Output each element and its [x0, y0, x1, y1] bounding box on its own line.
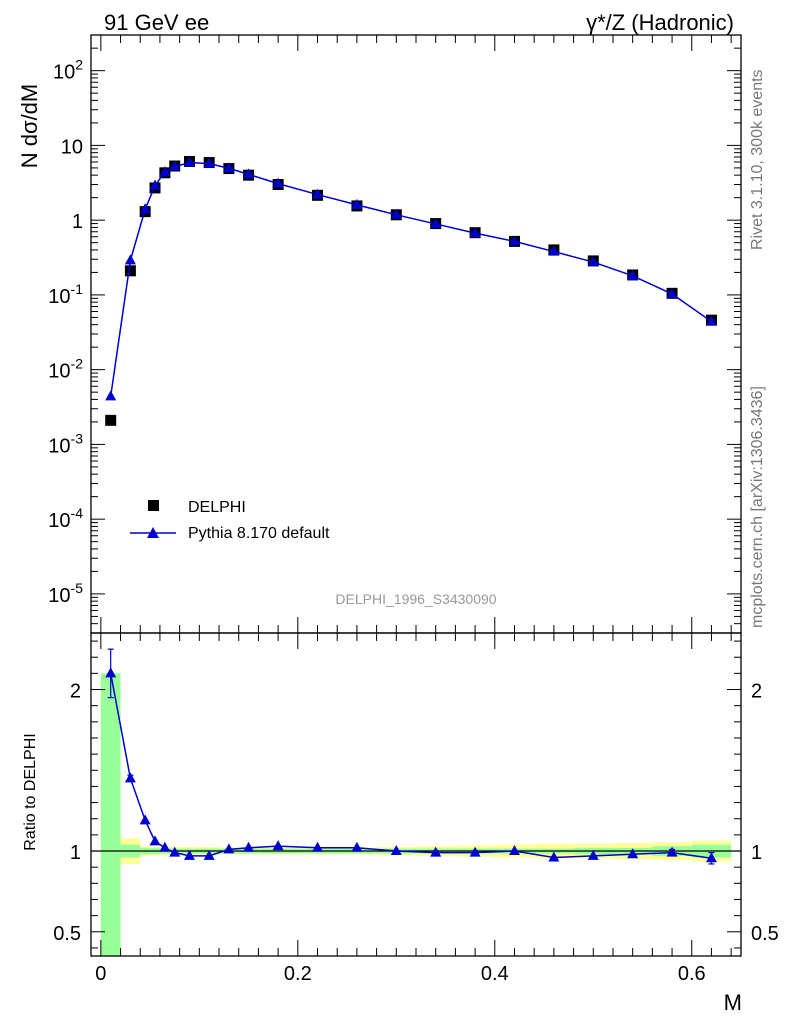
- pythia-point: [430, 217, 442, 228]
- band-stat: [100, 673, 121, 956]
- ratio-y-tick-label-left: 1: [70, 842, 81, 864]
- pythia-point: [139, 203, 151, 214]
- pythia-point: [124, 254, 136, 265]
- analysis-id: DELPHI_1996_S3430090: [335, 591, 496, 607]
- ratio-y-tick-label-right: 2: [751, 681, 762, 703]
- x-axis-title: M: [724, 990, 742, 1015]
- legend: DELPHI Pythia 8.170 default: [130, 499, 330, 542]
- x-tick-label: 0.2: [284, 963, 312, 985]
- ratio-point: [183, 849, 195, 860]
- y-tick-label: 10-1: [48, 281, 83, 308]
- axes: 102 10 1 10-1 10-2 10-3 10-4 10-5 0 0.2 0.4 0.6 0.5 0…: [48, 34, 779, 985]
- y-axis-title-bottom: Ratio to DELPHI: [22, 733, 39, 850]
- ratio-point: [508, 845, 520, 856]
- x-tick-label: 0.4: [481, 963, 509, 985]
- pythia-point: [169, 160, 181, 171]
- main-series: [105, 155, 717, 426]
- pythia-point: [312, 188, 324, 199]
- x-tick-label: 0.6: [678, 963, 706, 985]
- pythia-point: [223, 162, 235, 173]
- pythia-line: [109, 161, 712, 397]
- ratio-point: [272, 840, 284, 851]
- delphi-point: [124, 265, 136, 277]
- ratio-point: [351, 841, 363, 852]
- pythia-point: [390, 208, 402, 219]
- pythia-point: [272, 177, 284, 188]
- top-frame: [90, 34, 742, 634]
- pythia-point: [203, 157, 215, 168]
- pythia-point: [548, 245, 560, 256]
- ratio-point: [149, 835, 161, 846]
- y-tick-label: 1: [72, 211, 83, 233]
- x-tick-label: 0: [95, 963, 106, 985]
- ratio-point: [105, 667, 117, 678]
- ratio-point: [159, 841, 171, 852]
- pythia-point: [508, 235, 520, 246]
- pythia-point: [666, 287, 678, 298]
- y-tick-label: 10-3: [48, 430, 83, 457]
- pythia-point: [183, 156, 195, 167]
- legend-marker-delphi: [148, 500, 159, 511]
- ratio-point: [390, 845, 402, 856]
- bottom-frame: [90, 632, 742, 957]
- legend-marker-pythia: [147, 527, 159, 538]
- pythia-point: [243, 168, 255, 179]
- pythia-point: [149, 179, 161, 190]
- y-tick-label: 10-4: [48, 505, 83, 532]
- y-axis-title-top: N dσ/dM: [17, 84, 42, 169]
- y-tick-label: 10: [61, 136, 83, 158]
- ratio-point: [469, 846, 481, 857]
- ratio-series: [105, 648, 717, 865]
- mcplots-label: mcplots.cern.ch [arXiv:1306.3436]: [749, 386, 766, 628]
- ratio-point: [705, 852, 717, 863]
- ratio-uncertainty-bands: [91, 673, 741, 956]
- pythia-point: [159, 166, 171, 177]
- pythia-point: [105, 390, 117, 401]
- pythia-point: [587, 256, 599, 267]
- ratio-point: [587, 849, 599, 860]
- rivet-label: Rivet 3.1.10, 300k events: [749, 69, 766, 250]
- ratio-point: [430, 846, 442, 857]
- ratio-point: [139, 814, 151, 825]
- ratio-y-tick-label-right: 1: [751, 842, 762, 864]
- legend-label-pythia: Pythia 8.170 default: [188, 525, 330, 542]
- pythia-point: [469, 227, 481, 238]
- pythia-point: [351, 198, 363, 209]
- y-tick-label: 10-5: [48, 580, 83, 607]
- ratio-point: [312, 841, 324, 852]
- ratio-point: [169, 846, 181, 857]
- ratio-line: [109, 673, 712, 860]
- delphi-point: [105, 414, 117, 426]
- ratio-y-tick-label-left: 0.5: [53, 923, 81, 945]
- ratio-point: [666, 846, 678, 857]
- ratio-y-tick-label-right: 0.5: [751, 923, 779, 945]
- ratio-point: [243, 841, 255, 852]
- legend-label-delphi: DELPHI: [188, 499, 246, 516]
- ratio-point: [627, 848, 639, 859]
- y-tick-label: 10-2: [48, 356, 83, 383]
- ratio-y-tick-label-left: 2: [70, 681, 81, 703]
- header-left: 91 GeV ee: [104, 10, 209, 35]
- ratio-point: [223, 843, 235, 854]
- pythia-point: [627, 269, 639, 280]
- header-right: γ*/Z (Hadronic): [586, 10, 734, 35]
- ratio-point: [548, 851, 560, 862]
- ratio-point: [124, 772, 136, 783]
- pythia-point: [705, 315, 717, 326]
- y-tick-label: 102: [53, 57, 83, 84]
- ratio-point: [203, 849, 215, 860]
